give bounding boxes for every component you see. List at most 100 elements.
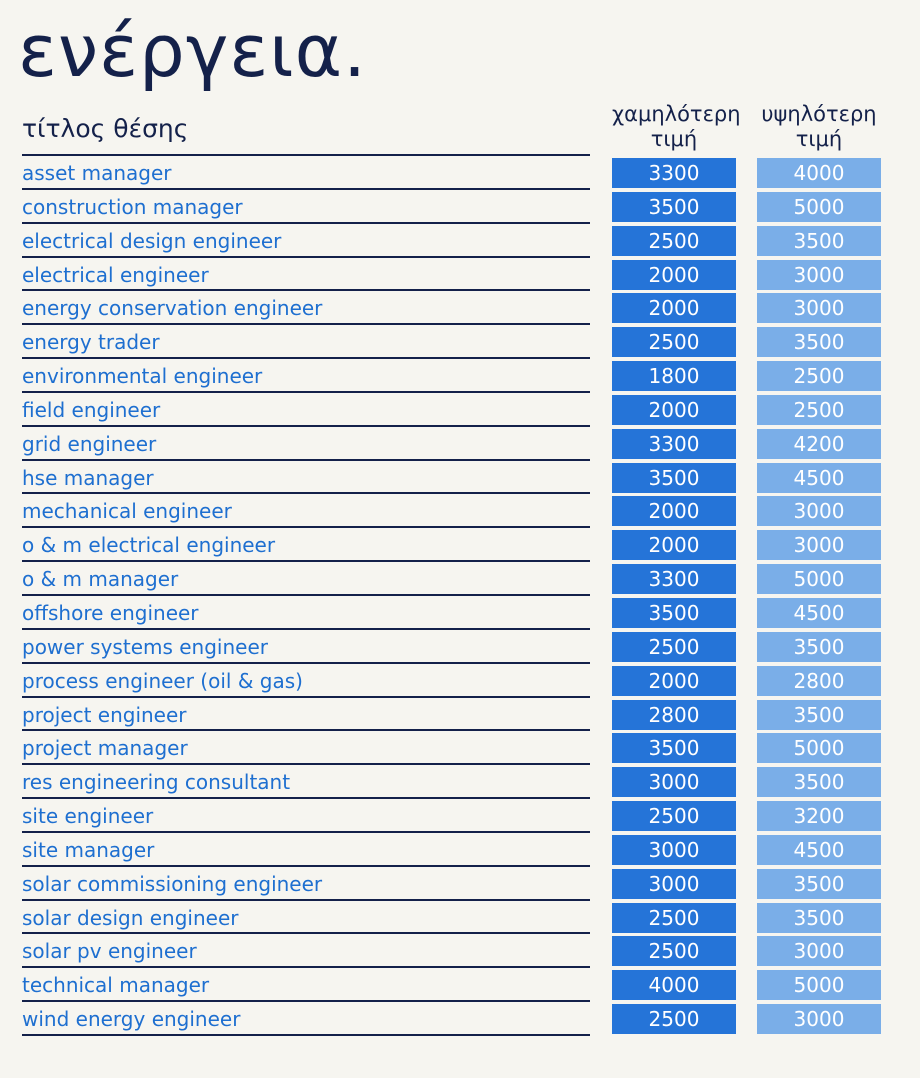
job-title-cell: grid engineer (22, 431, 157, 456)
table-row: project manager 3500 5000 (0, 731, 920, 766)
highest-price-cell: 3500 (757, 327, 881, 358)
table-row: environmental engineer 1800 2500 (0, 359, 920, 393)
row-divider (22, 492, 590, 495)
row-divider (22, 357, 590, 360)
lowest-price-cell: 3000 (612, 834, 736, 865)
highest-price-cell: 3000 (757, 1004, 881, 1035)
highest-price-cell: 2500 (757, 394, 881, 425)
job-title-cell: mechanical engineer (22, 499, 232, 524)
lowest-price-cell: 2500 (612, 225, 736, 256)
row-divider (22, 729, 590, 732)
column-header-highest-line2: τιμή (795, 127, 843, 151)
highest-price-cell: 3000 (757, 530, 881, 561)
table-row: energy trader 2500 3500 (0, 325, 920, 360)
table-row: project engineer 2800 3500 (0, 698, 920, 732)
highest-price-cell: 5000 (757, 970, 881, 1001)
highest-price-cell: 3500 (757, 902, 881, 933)
job-title-cell: o & m electrical engineer (22, 533, 276, 558)
column-header-lowest-line2: τιμή (650, 127, 698, 151)
lowest-price-cell: 2500 (612, 631, 736, 662)
row-divider (22, 187, 590, 190)
highest-price-cell: 2800 (757, 665, 881, 696)
row-divider (22, 424, 590, 427)
lowest-price-cell: 3500 (612, 597, 736, 628)
lowest-price-cell: 2800 (612, 699, 736, 730)
lowest-price-cell: 2500 (612, 327, 736, 358)
table-row: power systems engineer 2500 3500 (0, 630, 920, 664)
highest-price-cell: 4000 (757, 158, 881, 188)
table-row: asset manager 3300 4000 (0, 156, 920, 190)
job-title-cell: solar commissioning engineer (22, 871, 323, 896)
table-row: solar commissioning engineer 3000 3500 (0, 867, 920, 901)
highest-price-cell: 4500 (757, 834, 881, 865)
job-title-cell: asset manager (22, 161, 172, 185)
row-divider (22, 560, 590, 563)
lowest-price-cell: 2500 (612, 902, 736, 933)
row-divider (22, 221, 590, 224)
header-divider (22, 154, 590, 156)
highest-price-cell: 3000 (757, 259, 881, 290)
highest-price-cell: 3500 (757, 699, 881, 730)
page-title: ενέργεια. (18, 9, 367, 93)
job-title-cell: environmental engineer (22, 364, 263, 389)
table-row: solar pv engineer 2500 3000 (0, 934, 920, 969)
row-divider (22, 390, 590, 393)
job-title-cell: hse manager (22, 465, 154, 490)
table-row: construction manager 3500 5000 (0, 190, 920, 224)
lowest-price-cell: 3000 (612, 868, 736, 899)
row-divider (22, 627, 590, 630)
row-divider (22, 797, 590, 800)
lowest-price-cell: 3500 (612, 191, 736, 222)
row-divider (22, 830, 590, 833)
column-header-lowest-line1: χαμηλότερη (612, 102, 741, 126)
row-divider (22, 695, 590, 698)
lowest-price-cell: 2000 (612, 496, 736, 527)
row-divider (22, 898, 590, 901)
table-row: res engineering consultant 3000 3500 (0, 765, 920, 800)
lowest-price-cell: 2000 (612, 293, 736, 324)
row-divider (22, 864, 590, 867)
table-row: hse manager 3500 4500 (0, 461, 920, 495)
table-row: electrical design engineer 2500 3500 (0, 224, 920, 258)
table-row: offshore engineer 3500 4500 (0, 596, 920, 630)
column-header-highest-line1: υψηλότερη (761, 102, 877, 126)
lowest-price-cell: 2000 (612, 394, 736, 425)
lowest-price-cell: 2500 (612, 936, 736, 967)
lowest-price-cell: 3300 (612, 564, 736, 595)
lowest-price-cell: 2000 (612, 259, 736, 290)
column-header-lowest-price: χαμηλότερη τιμή (612, 102, 741, 152)
table-row: electrical engineer 2000 3000 (0, 258, 920, 292)
highest-price-cell: 3000 (757, 496, 881, 527)
row-divider (22, 932, 590, 935)
job-title-cell: energy conservation engineer (22, 296, 323, 321)
job-title-cell: electrical design engineer (22, 228, 282, 253)
highest-price-cell: 5000 (757, 733, 881, 764)
highest-price-cell: 5000 (757, 191, 881, 222)
row-divider (22, 323, 590, 326)
job-title-cell: technical manager (22, 973, 210, 998)
job-title-cell: offshore engineer (22, 600, 199, 625)
table-row: energy conservation engineer 2000 3000 (0, 291, 920, 326)
salary-table: asset manager 3300 4000 construction manage… (0, 156, 920, 1036)
highest-price-cell: 4500 (757, 462, 881, 493)
highest-price-cell: 3500 (757, 631, 881, 662)
job-title-cell: construction manager (22, 194, 243, 219)
highest-price-cell: 3500 (757, 868, 881, 899)
table-row: grid engineer 3300 4200 (0, 427, 920, 461)
lowest-price-cell: 2500 (612, 1004, 736, 1035)
lowest-price-cell: 3500 (612, 733, 736, 764)
row-divider (22, 526, 590, 529)
table-row: process engineer (oil & gas) 2000 2800 (0, 664, 920, 698)
lowest-price-cell: 3300 (612, 158, 736, 188)
highest-price-cell: 2500 (757, 361, 881, 392)
lowest-price-cell: 4000 (612, 970, 736, 1001)
job-title-cell: o & m manager (22, 567, 179, 592)
table-row: o & m manager 3300 5000 (0, 562, 920, 596)
table-row: solar design engineer 2500 3500 (0, 901, 920, 935)
row-divider (22, 966, 590, 969)
job-title-cell: process engineer (oil & gas) (22, 668, 303, 693)
table-row: o & m electrical engineer 2000 3000 (0, 528, 920, 563)
highest-price-cell: 3000 (757, 936, 881, 967)
job-title-cell: solar design engineer (22, 905, 239, 930)
job-title-cell: project manager (22, 736, 188, 761)
